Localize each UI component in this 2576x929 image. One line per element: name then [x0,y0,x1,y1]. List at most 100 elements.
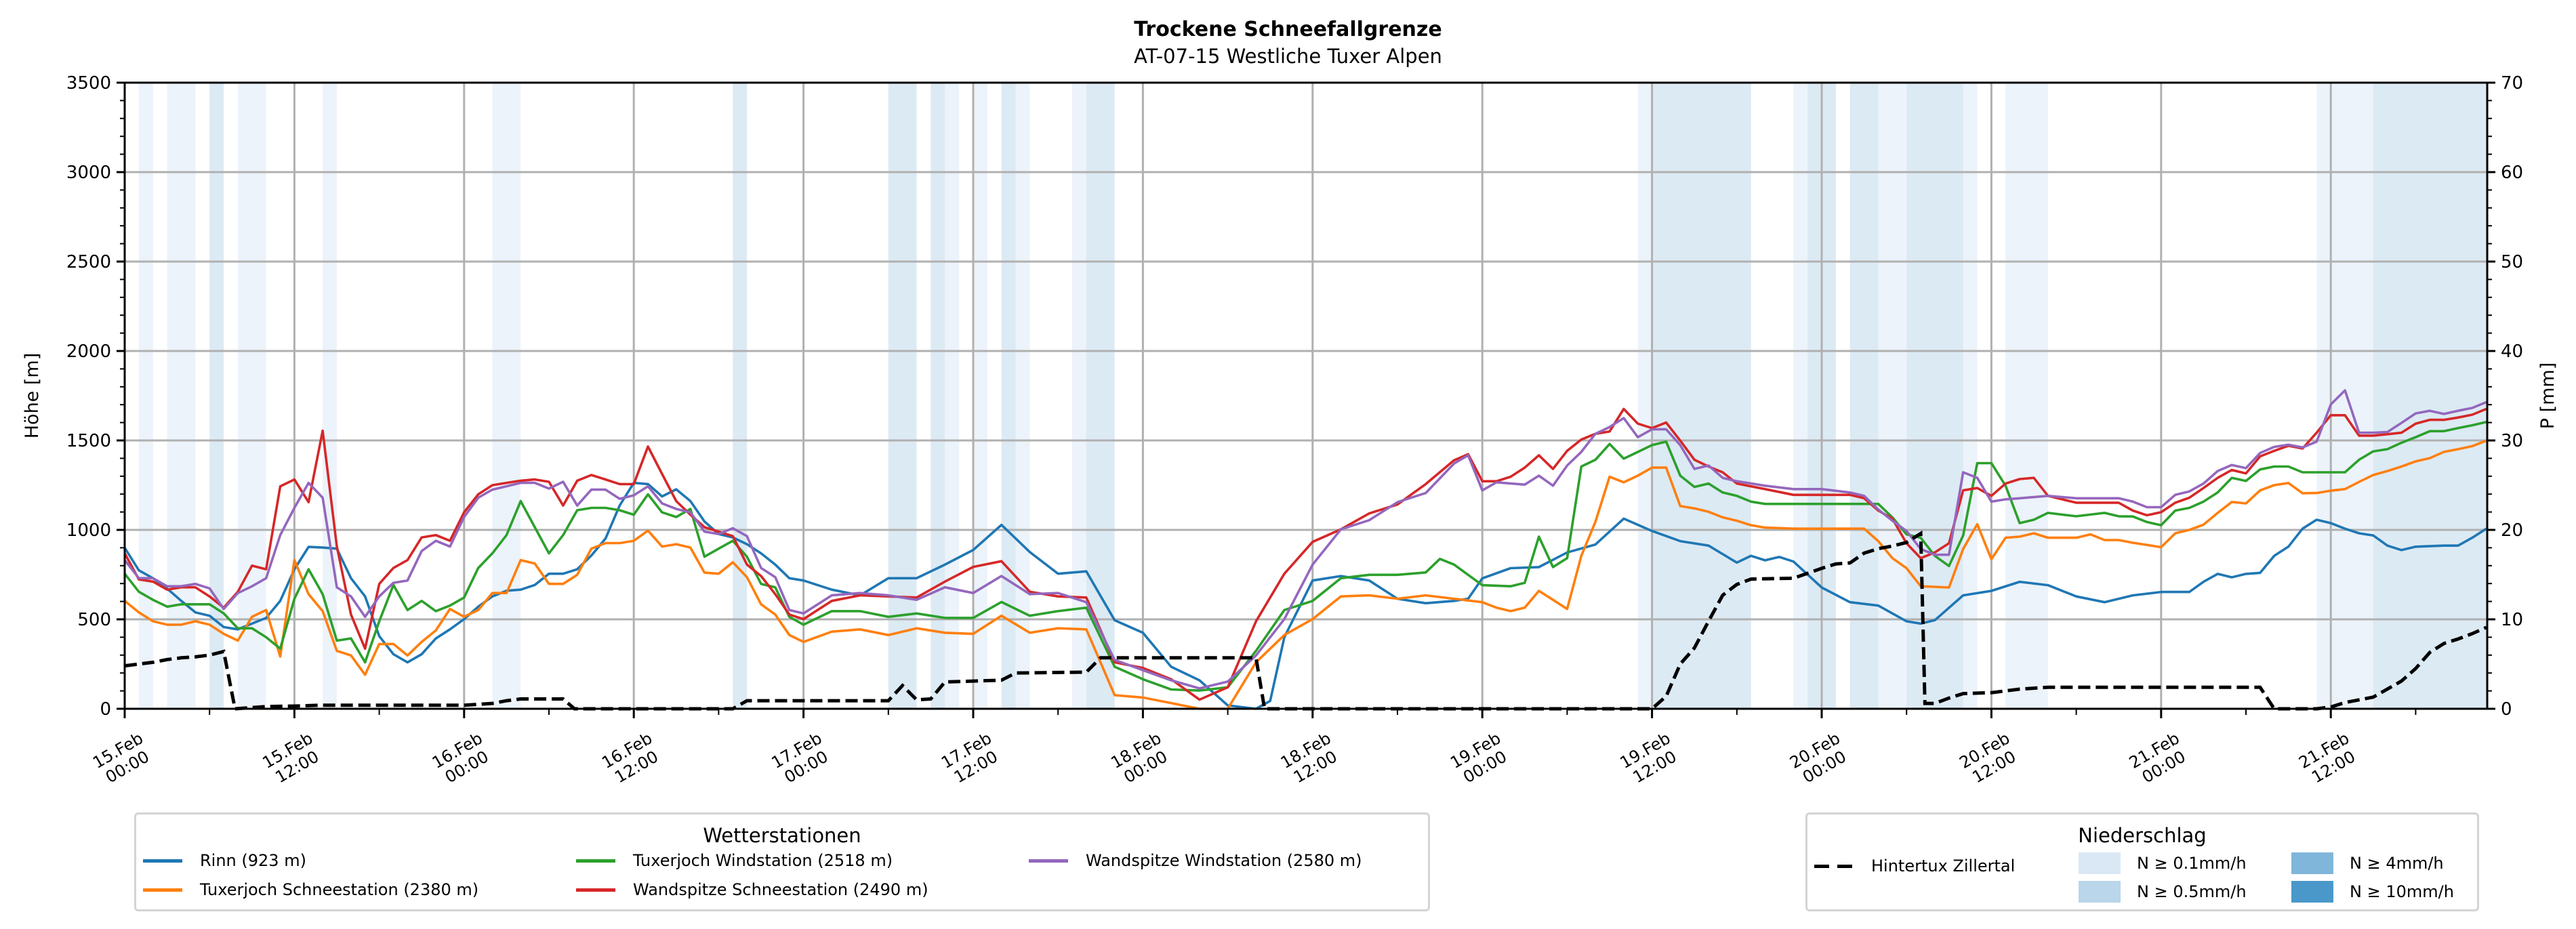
chart-subtitle: AT-07-15 Westliche Tuxer Alpen [1134,45,1442,68]
precip-band [1652,83,1751,709]
precip-band [2316,83,2373,709]
legend-patch [2291,852,2333,874]
legend-label: Tuxerjoch Windstation (2518 m) [633,851,893,870]
precip-band [1637,83,1652,709]
series-lines [123,389,2487,711]
y-tick-label: 1000 [66,520,111,541]
y-right-tick-label: 0 [2501,699,2512,720]
precip-band [2373,83,2487,709]
axes: 0 500 1000 1500 2000 2500 3000 3500 0 10 20 30 40 50 6… [66,73,2523,787]
legend-label: N ≥ 0.5mm/h [2137,882,2247,901]
y-tick-label: 0 [100,699,111,720]
y-tick-label: 2000 [66,342,111,362]
y-axis-label: Höhe [m] [22,353,43,439]
legend-item: N ≥ 10mm/h [2291,881,2454,903]
precip-band [1878,83,1907,709]
y-right-tick-label: 10 [2501,610,2523,630]
legend-patch [2079,881,2121,903]
precip-band [1086,83,1115,709]
legend-label: Wandspitze Windstation (2580 m) [1086,851,1362,870]
legend-item: Hintertux Zillertal [1814,856,2015,875]
axes-frame [123,81,2489,710]
legend-label: Hintertux Zillertal [1871,856,2016,875]
y-right-tick-label: 60 [2501,163,2523,183]
precip-band [1015,83,1030,709]
y-tick-label: 2500 [66,252,111,272]
precip-band [1963,83,1978,709]
precip-band [138,83,153,709]
legend-label: Tuxerjoch Schneestation (2380 m) [200,880,479,899]
legend-dash-swatch [1814,864,1854,868]
legend-patch [2079,852,2121,874]
legend-label: N ≥ 0.1mm/h [2137,854,2247,873]
precip-bands [138,83,2487,709]
legend-precip-title: Niederschlag [2078,824,2207,847]
precip-band [1072,83,1086,709]
legend-label: Rinn (923 m) [200,851,306,870]
series-line [123,481,2487,710]
legend-precip: Niederschlag Hintertux Zillertal N ≥ 0.1… [1805,812,2479,911]
legend-stations: Wetterstationen Rinn (923 m) Tuxerjoch S… [134,812,1430,911]
precip-band [1793,83,1808,709]
y-right-tick-label: 70 [2501,73,2523,94]
precip-band [1001,83,1016,709]
series-line [123,439,2487,710]
y-right-tick-label: 30 [2501,431,2523,451]
legend-item: Tuxerjoch Schneestation (2380 m) [143,880,478,899]
precip-band [2005,83,2048,709]
legend-item: Wandspitze Windstation (2580 m) [1029,851,1362,870]
legend-line-swatch [1029,859,1068,863]
legend-item: Wandspitze Schneestation (2490 m) [576,880,928,899]
legend-stations-title: Wetterstationen [703,824,861,847]
precip-band [945,83,960,709]
y-right-tick-label: 50 [2501,252,2523,272]
precip-band [237,83,266,709]
precip-band [931,83,945,709]
legend-line-swatch [143,888,182,892]
y-axis-right-label: P [mm] [2537,363,2558,430]
legend-line-swatch [143,859,182,863]
legend-item: N ≥ 4mm/h [2291,852,2444,874]
legend-patch [2291,881,2333,903]
legend-line-swatch [576,888,615,892]
y-tick-label: 3000 [66,163,111,183]
y-tick-label: 1500 [66,431,111,451]
legend-item: N ≥ 0.5mm/h [2079,881,2247,903]
legend-line-swatch [576,859,615,863]
series-line [123,407,2487,701]
legend-item: Rinn (923 m) [143,851,306,870]
chart-title: Trockene Schneefallgrenze [1134,18,1442,41]
precip-band [167,83,196,709]
precip-band [888,83,917,709]
y-tick-label: 3500 [66,73,111,94]
series-line [123,421,2487,692]
legend-item: N ≥ 0.1mm/h [2079,852,2247,874]
legend-label: Wandspitze Schneestation (2490 m) [633,880,928,899]
precip-dashed-line [124,530,2487,711]
series-line [123,389,2487,690]
legend-label: N ≥ 4mm/h [2350,854,2444,873]
y-tick-label: 500 [77,610,111,630]
y-right-tick-label: 40 [2501,342,2523,362]
precip-band [209,83,224,709]
grid-lines [123,81,2487,710]
y-right-tick-label: 20 [2501,520,2523,541]
precip-band [323,83,338,709]
precip-band [492,83,521,709]
precip-band [1906,83,1963,709]
